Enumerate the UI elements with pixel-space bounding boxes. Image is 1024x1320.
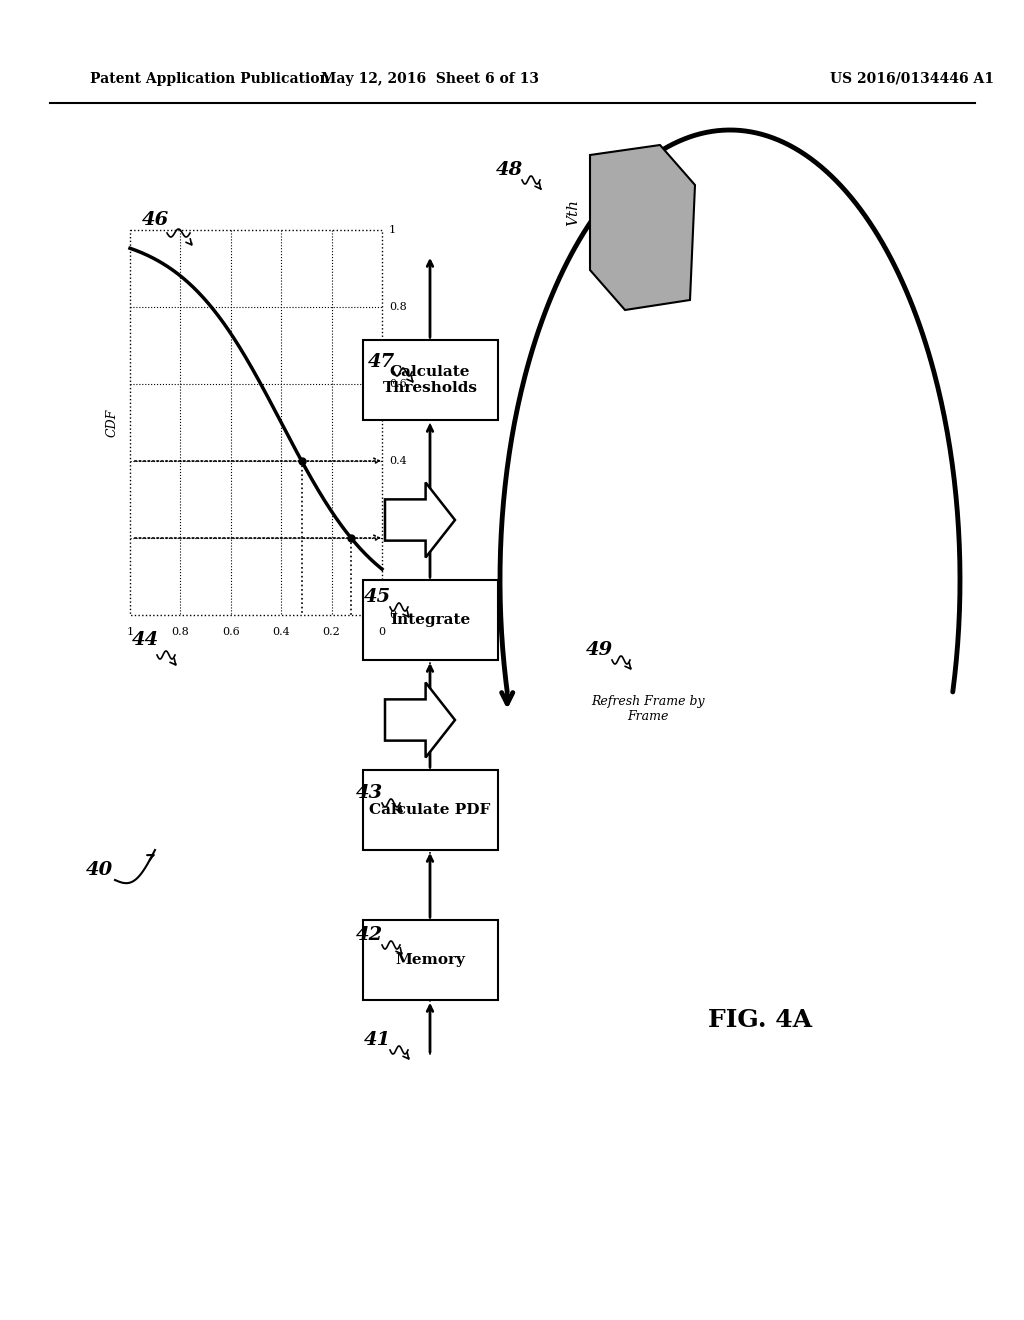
Text: 0.6: 0.6 [222,627,240,638]
Text: US 2016/0134446 A1: US 2016/0134446 A1 [830,73,994,86]
Text: Patent Application Publication: Patent Application Publication [90,73,330,86]
Text: 42: 42 [356,927,384,944]
Text: Memory: Memory [395,953,465,968]
Text: 0: 0 [389,610,396,620]
Text: 45: 45 [365,587,391,606]
Text: 0.4: 0.4 [272,627,290,638]
Text: 0.2: 0.2 [323,627,340,638]
Text: 1: 1 [389,224,396,235]
Text: 0: 0 [379,627,386,638]
Text: 0.2: 0.2 [389,533,407,543]
Text: 43: 43 [356,784,384,803]
Text: Vth: Vth [566,199,580,227]
Text: Calculate PDF: Calculate PDF [370,803,490,817]
Text: 0.4: 0.4 [389,455,407,466]
Bar [130,230,382,615]
Text: 46: 46 [141,211,169,228]
Text: May 12, 2016  Sheet 6 of 13: May 12, 2016 Sheet 6 of 13 [321,73,539,86]
Text: 44: 44 [131,631,159,649]
Text: 47: 47 [369,352,395,371]
Text: 41: 41 [365,1031,391,1049]
Polygon shape [385,483,455,557]
Text: Calculate
Thresholds: Calculate Thresholds [383,364,477,395]
Polygon shape [385,682,455,758]
Bar [362,920,498,1001]
Text: 49: 49 [587,642,613,659]
Text: 48: 48 [497,161,523,180]
Bar [362,341,498,420]
Polygon shape [590,145,695,310]
Bar [362,579,498,660]
Text: 0.8: 0.8 [389,302,407,312]
Text: 0.8: 0.8 [172,627,189,638]
Bar [362,770,498,850]
Text: 0.6: 0.6 [389,379,407,389]
Text: 40: 40 [86,861,114,879]
Text: CDF: CDF [105,408,119,437]
Text: 1: 1 [126,627,133,638]
Text: FIG. 4A: FIG. 4A [708,1008,812,1032]
Text: Refresh Frame by
Frame: Refresh Frame by Frame [591,696,705,723]
Text: Integrate: Integrate [390,612,470,627]
